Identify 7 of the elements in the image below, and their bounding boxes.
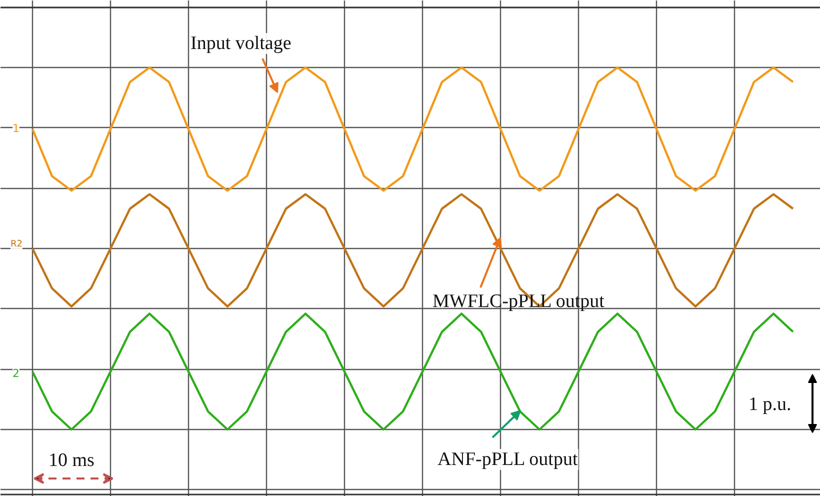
text: ANF-pPLL output — [438, 449, 578, 470]
text: 10 ms — [48, 450, 94, 471]
series-label: Input voltage — [190, 33, 292, 54]
annotation: 2 — [12, 367, 20, 380]
annotation: 1 — [12, 122, 20, 135]
annotation: R2 — [10, 240, 22, 250]
annotation: 1 p.u. — [748, 394, 792, 415]
